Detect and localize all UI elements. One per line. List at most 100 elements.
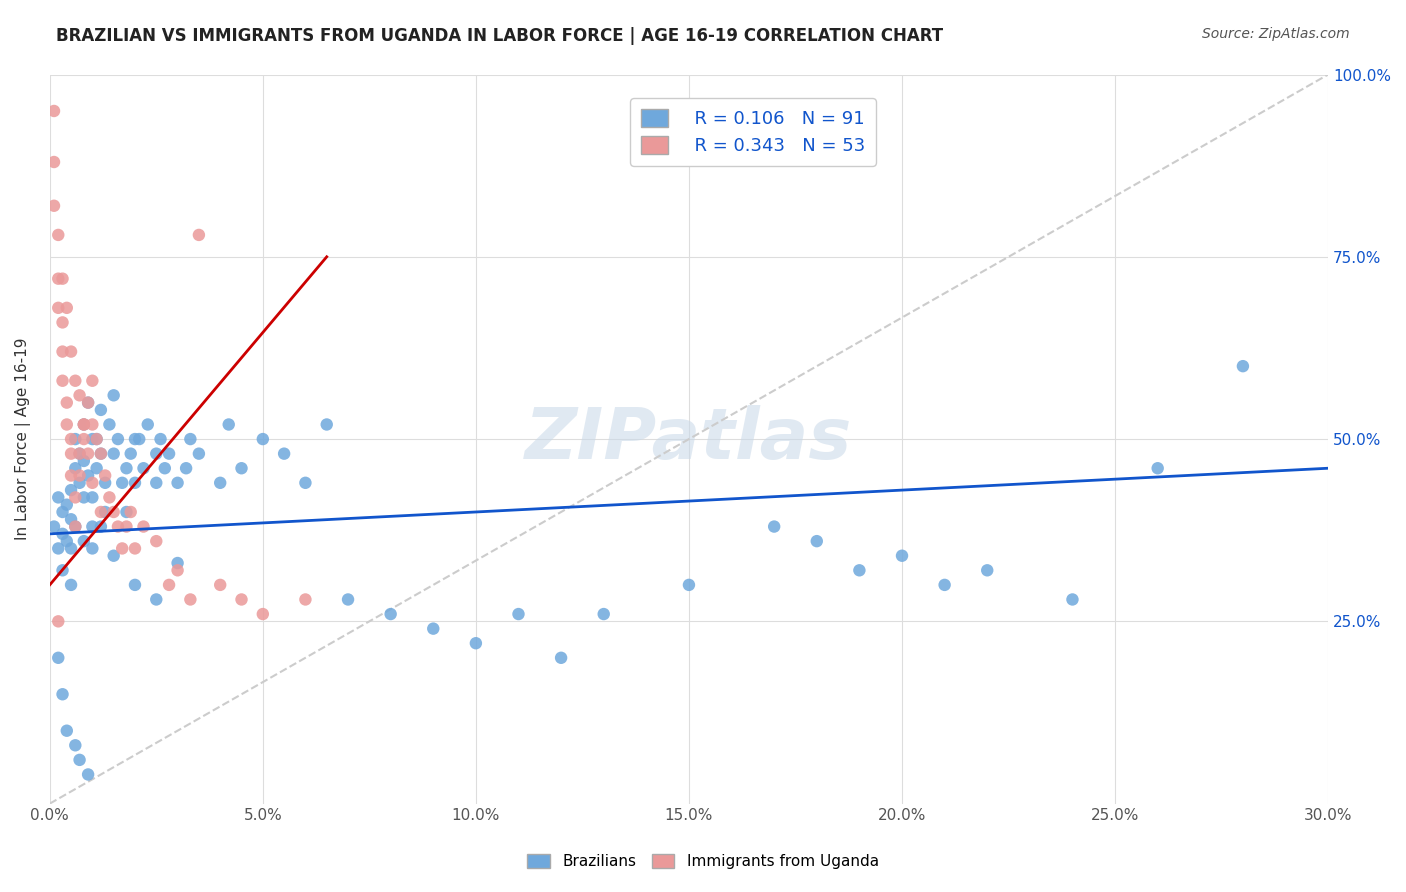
Point: [1062, 592, 1084, 607]
Point: [42, 103, 65, 118]
Point: [976, 563, 998, 577]
Point: [77, 767, 100, 781]
Point: [82, 475, 104, 490]
Point: [218, 417, 240, 432]
Point: [231, 461, 253, 475]
Point: [46, 650, 69, 665]
Point: [77, 395, 100, 409]
Point: [124, 578, 146, 592]
Point: [60, 483, 83, 497]
Point: [124, 432, 146, 446]
Point: [51, 505, 73, 519]
Point: [252, 607, 274, 621]
Point: [42, 199, 65, 213]
Point: [174, 461, 197, 475]
Point: [51, 271, 73, 285]
Point: [294, 475, 316, 490]
Point: [145, 475, 167, 490]
Point: [120, 505, 142, 519]
Point: [103, 505, 125, 519]
Text: Source: ZipAtlas.com: Source: ZipAtlas.com: [1202, 27, 1350, 41]
Point: [120, 447, 142, 461]
Point: [73, 432, 96, 446]
Point: [65, 519, 87, 533]
Point: [60, 512, 83, 526]
Point: [73, 417, 96, 432]
Point: [90, 519, 112, 533]
Point: [166, 563, 188, 577]
Point: [77, 395, 100, 409]
Point: [294, 592, 316, 607]
Point: [51, 344, 73, 359]
Legend:   R = 0.106   N = 91,   R = 0.343   N = 53: R = 0.106 N = 91, R = 0.343 N = 53: [630, 98, 876, 166]
Point: [315, 417, 337, 432]
Point: [60, 541, 83, 556]
Point: [94, 475, 117, 490]
Point: [124, 475, 146, 490]
Point: [98, 491, 121, 505]
Point: [65, 432, 87, 446]
Point: [46, 615, 69, 629]
Point: [128, 432, 150, 446]
Point: [231, 592, 253, 607]
Point: [65, 739, 87, 753]
Point: [157, 578, 180, 592]
Point: [56, 534, 79, 549]
Point: [46, 491, 69, 505]
Point: [111, 541, 134, 556]
Point: [82, 541, 104, 556]
Point: [166, 556, 188, 570]
Point: [51, 374, 73, 388]
Point: [90, 403, 112, 417]
Point: [77, 447, 100, 461]
Point: [69, 447, 91, 461]
Point: [60, 468, 83, 483]
Point: [1232, 359, 1254, 373]
Point: [56, 301, 79, 315]
Point: [934, 578, 956, 592]
Point: [65, 461, 87, 475]
Point: [124, 541, 146, 556]
Point: [550, 650, 572, 665]
Point: [107, 432, 129, 446]
Point: [56, 395, 79, 409]
Point: [166, 475, 188, 490]
Point: [103, 549, 125, 563]
Point: [69, 468, 91, 483]
Point: [115, 505, 138, 519]
Point: [42, 155, 65, 169]
Point: [98, 417, 121, 432]
Legend: Brazilians, Immigrants from Uganda: Brazilians, Immigrants from Uganda: [522, 848, 884, 875]
Point: [806, 534, 828, 549]
Point: [65, 374, 87, 388]
Point: [209, 475, 232, 490]
Point: [1146, 461, 1168, 475]
Point: [153, 461, 176, 475]
Point: [69, 753, 91, 767]
Point: [73, 417, 96, 432]
Point: [51, 563, 73, 577]
Point: [145, 534, 167, 549]
Point: [157, 447, 180, 461]
Point: [145, 447, 167, 461]
Point: [94, 468, 117, 483]
Point: [115, 519, 138, 533]
Point: [103, 447, 125, 461]
Text: BRAZILIAN VS IMMIGRANTS FROM UGANDA IN LABOR FORCE | AGE 16-19 CORRELATION CHART: BRAZILIAN VS IMMIGRANTS FROM UGANDA IN L…: [56, 27, 943, 45]
Point: [209, 578, 232, 592]
Point: [60, 432, 83, 446]
Point: [179, 592, 201, 607]
Point: [107, 519, 129, 533]
Point: [464, 636, 486, 650]
Point: [90, 447, 112, 461]
Point: [422, 622, 444, 636]
Point: [187, 227, 209, 242]
Point: [82, 519, 104, 533]
Point: [69, 388, 91, 402]
Point: [46, 271, 69, 285]
Point: [77, 468, 100, 483]
Point: [60, 578, 83, 592]
Point: [145, 592, 167, 607]
Point: [69, 447, 91, 461]
Point: [891, 549, 914, 563]
